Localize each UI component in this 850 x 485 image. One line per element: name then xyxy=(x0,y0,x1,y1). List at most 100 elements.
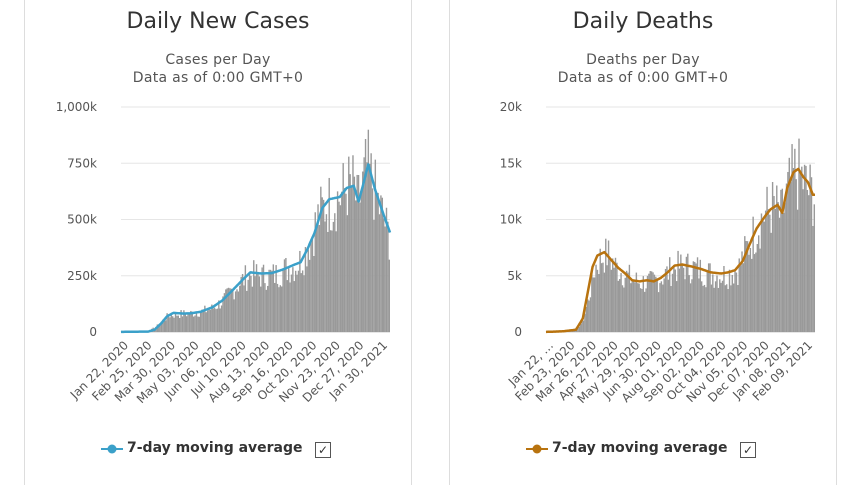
daily-bar[interactable] xyxy=(702,285,704,332)
daily-bar[interactable] xyxy=(614,257,617,332)
daily-bar[interactable] xyxy=(183,310,185,332)
daily-bar[interactable] xyxy=(310,239,312,332)
daily-bar[interactable] xyxy=(687,253,689,332)
daily-bar[interactable] xyxy=(289,282,291,332)
daily-bar[interactable] xyxy=(712,274,714,332)
daily-bar[interactable] xyxy=(227,287,230,332)
daily-bar[interactable] xyxy=(739,265,742,332)
daily-bar[interactable] xyxy=(329,230,332,332)
daily-bar[interactable] xyxy=(791,144,793,332)
daily-bar[interactable] xyxy=(770,232,772,332)
daily-bar[interactable] xyxy=(247,279,249,332)
daily-bar[interactable] xyxy=(327,231,329,332)
daily-bar[interactable] xyxy=(212,308,214,332)
daily-bar[interactable] xyxy=(744,236,746,332)
daily-bar[interactable] xyxy=(738,258,740,332)
daily-bar[interactable] xyxy=(209,309,212,332)
daily-bar[interactable] xyxy=(810,177,813,332)
daily-bar[interactable] xyxy=(642,276,645,332)
daily-bar[interactable] xyxy=(364,138,367,332)
daily-bar[interactable] xyxy=(271,270,273,332)
daily-bar[interactable] xyxy=(374,159,377,332)
daily-bar[interactable] xyxy=(581,319,583,332)
daily-bar[interactable] xyxy=(613,267,615,332)
daily-bar[interactable] xyxy=(634,282,636,332)
daily-bar[interactable] xyxy=(363,157,365,332)
daily-bar[interactable] xyxy=(694,261,696,332)
daily-bar[interactable] xyxy=(177,315,179,332)
daily-bar[interactable] xyxy=(734,271,736,332)
daily-bar[interactable] xyxy=(755,252,757,332)
daily-bar[interactable] xyxy=(387,221,389,332)
daily-bar[interactable] xyxy=(580,323,582,332)
daily-bar[interactable] xyxy=(648,273,650,332)
legend[interactable]: 7-day moving average ✓ xyxy=(25,438,411,462)
daily-bar[interactable] xyxy=(606,265,608,332)
daily-bar[interactable] xyxy=(692,261,695,332)
daily-bar[interactable] xyxy=(170,314,173,332)
daily-bar[interactable] xyxy=(240,276,242,332)
daily-bar[interactable] xyxy=(698,278,700,332)
daily-bar[interactable] xyxy=(735,272,738,332)
daily-bar[interactable] xyxy=(703,284,706,332)
daily-bar[interactable] xyxy=(350,186,353,332)
daily-bar[interactable] xyxy=(205,312,207,332)
daily-bar[interactable] xyxy=(287,268,290,332)
daily-bar[interactable] xyxy=(699,259,702,332)
daily-bar[interactable] xyxy=(236,289,238,332)
daily-bar[interactable] xyxy=(241,274,244,332)
daily-bar[interactable] xyxy=(756,244,759,332)
daily-bar[interactable] xyxy=(197,316,199,332)
daily-bar[interactable] xyxy=(644,291,646,332)
daily-bar[interactable] xyxy=(705,287,707,332)
daily-bar[interactable] xyxy=(664,268,667,332)
daily-bar[interactable] xyxy=(269,269,272,332)
daily-bar[interactable] xyxy=(795,179,797,332)
daily-bar[interactable] xyxy=(385,207,388,332)
daily-bar[interactable] xyxy=(180,310,182,332)
moving-average-line[interactable] xyxy=(120,163,392,334)
daily-bar[interactable] xyxy=(208,309,210,332)
daily-bar[interactable] xyxy=(799,173,802,332)
daily-bar[interactable] xyxy=(701,281,703,332)
daily-bar[interactable] xyxy=(325,214,328,332)
daily-bar[interactable] xyxy=(659,283,661,332)
daily-bar[interactable] xyxy=(737,285,739,332)
daily-bar[interactable] xyxy=(299,250,301,332)
daily-bar[interactable] xyxy=(632,279,635,332)
daily-bar[interactable] xyxy=(158,325,160,332)
daily-bar[interactable] xyxy=(192,316,195,332)
daily-bar[interactable] xyxy=(187,312,189,332)
daily-bar[interactable] xyxy=(674,269,676,332)
daily-bar[interactable] xyxy=(812,225,814,332)
daily-bar[interactable] xyxy=(342,163,344,332)
daily-bar[interactable] xyxy=(169,317,171,332)
daily-bar[interactable] xyxy=(762,220,764,332)
daily-bar[interactable] xyxy=(371,188,374,332)
daily-bar[interactable] xyxy=(250,276,252,332)
daily-bar[interactable] xyxy=(356,174,358,332)
daily-bar[interactable] xyxy=(166,313,168,332)
daily-bar[interactable] xyxy=(691,279,693,332)
daily-bar[interactable] xyxy=(577,326,579,332)
daily-bar[interactable] xyxy=(621,285,624,332)
daily-bar[interactable] xyxy=(602,262,604,332)
daily-bar[interactable] xyxy=(598,274,600,332)
daily-bar[interactable] xyxy=(244,265,247,332)
daily-bar[interactable] xyxy=(783,212,785,332)
daily-bar[interactable] xyxy=(666,266,668,332)
daily-bar[interactable] xyxy=(620,273,622,332)
legend-label[interactable]: 7-day moving average xyxy=(127,440,303,456)
daily-bar[interactable] xyxy=(292,267,294,332)
daily-bar[interactable] xyxy=(159,323,161,332)
daily-bar[interactable] xyxy=(663,278,665,332)
daily-bar[interactable] xyxy=(167,316,170,332)
daily-bar[interactable] xyxy=(229,288,231,332)
daily-bar[interactable] xyxy=(796,209,799,332)
daily-bar[interactable] xyxy=(618,279,621,332)
daily-bar[interactable] xyxy=(670,286,672,332)
daily-bar[interactable] xyxy=(311,238,314,332)
daily-bar[interactable] xyxy=(726,284,728,332)
daily-bar[interactable] xyxy=(216,308,219,332)
daily-bar[interactable] xyxy=(717,287,720,332)
